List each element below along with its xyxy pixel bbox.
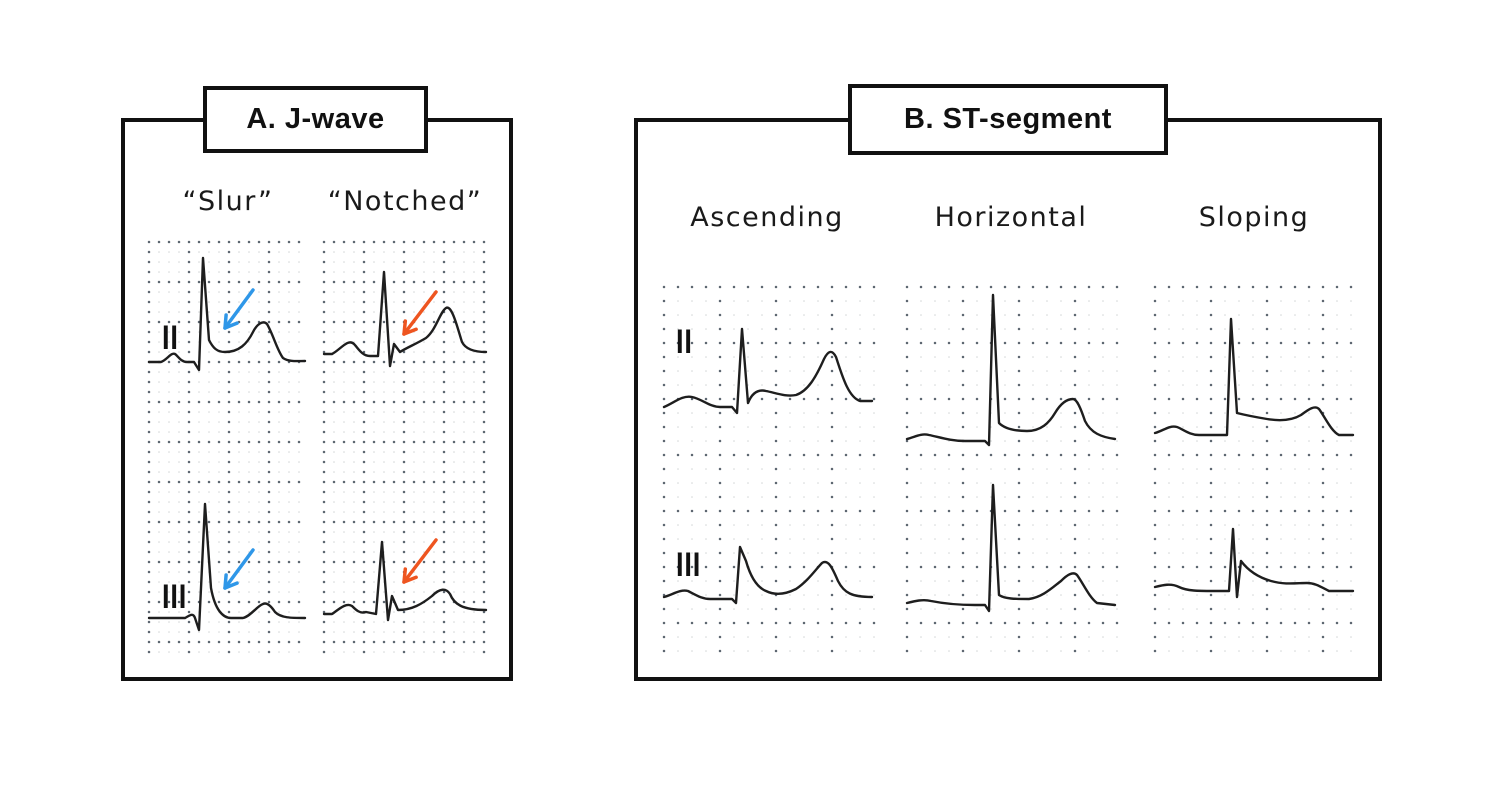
trace-lead-iii (905, 483, 1117, 613)
ecg-strip-sloping (1153, 285, 1355, 653)
ecg-strip-notched (322, 240, 488, 654)
ecg-strip-slur (147, 240, 307, 654)
column-label-notched: “Notched” (327, 186, 483, 217)
ecg-grid (322, 240, 486, 654)
ecg-strip-ascending (662, 285, 876, 653)
notched-arrow-lead-iii (402, 538, 438, 584)
trace-lead-ii (1153, 317, 1355, 437)
trace-lead-ii (322, 270, 488, 368)
lead-label-iii-ascending: III (676, 546, 702, 584)
ecg-strip-horizontal (905, 285, 1119, 653)
column-label-sloping: Sloping (1198, 202, 1310, 233)
trace-lead-iii (322, 540, 488, 622)
trace-lead-ii (905, 293, 1117, 447)
trace-lead-ii (662, 327, 874, 415)
column-label-ascending: Ascending (690, 202, 844, 233)
trace-lead-iii (662, 545, 874, 605)
lead-label-iii-slur: III (162, 578, 188, 616)
panel-b-title: B. ST-segment (848, 84, 1168, 155)
ecg-grid (147, 240, 301, 654)
slur-arrow-lead-ii (223, 288, 255, 330)
ecg-grid (905, 285, 1119, 653)
lead-label-ii-slur: II (162, 319, 179, 357)
slur-arrow-lead-iii (223, 548, 255, 590)
column-label-horizontal: Horizontal (934, 202, 1088, 233)
column-label-slur: “Slur” (182, 186, 274, 217)
notched-arrow-lead-ii (402, 290, 438, 336)
trace-lead-ii (147, 256, 307, 372)
panel-a-jwave (121, 118, 513, 681)
panel-a-title: A. J-wave (203, 86, 428, 153)
trace-lead-iii (147, 502, 307, 632)
trace-lead-iii (1153, 527, 1355, 599)
ecg-grid (1153, 285, 1353, 653)
ecg-grid (662, 285, 876, 653)
lead-label-ii-ascending: II (676, 323, 693, 361)
